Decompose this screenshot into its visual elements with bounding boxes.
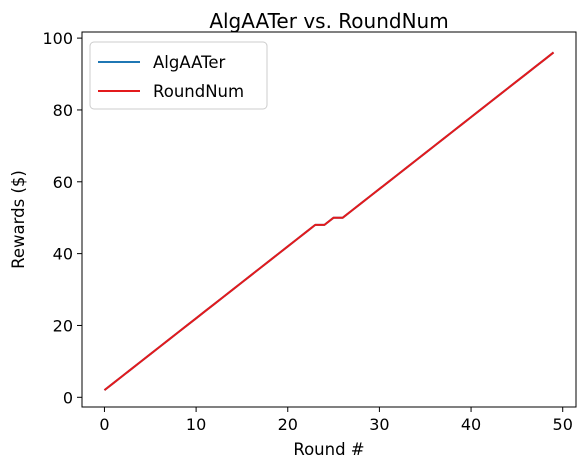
- plot-frame: [81, 31, 577, 408]
- y-tick-label: 80: [53, 101, 73, 120]
- legend-box: [89, 41, 268, 110]
- legend: AlgAATer RoundNum: [89, 41, 268, 110]
- chart-title: AlgAATer vs. RoundNum: [209, 9, 448, 33]
- x-tick-label: 20: [278, 415, 298, 434]
- series-layer: [103, 51, 555, 391]
- y-tick-label: 40: [53, 245, 73, 264]
- x-axis-ticks: 0 10 20 30 40 50: [99, 407, 573, 434]
- y-tick-label: 0: [63, 388, 73, 407]
- y-tick-label: 20: [53, 316, 73, 335]
- x-tick-label: 50: [553, 415, 573, 434]
- x-tick-label: 40: [461, 415, 481, 434]
- legend-label-algaater: AlgAATer: [153, 53, 226, 72]
- y-axis-label: Rewards ($): [9, 170, 28, 269]
- y-tick-label: 60: [53, 173, 73, 192]
- x-tick-label: 0: [99, 415, 109, 434]
- legend-label-roundnum: RoundNum: [153, 82, 244, 101]
- x-tick-label: 30: [369, 415, 389, 434]
- y-axis-ticks: 0 20 40 60 80 100: [42, 29, 82, 407]
- x-axis-label: Round #: [293, 440, 364, 459]
- y-tick-label: 100: [42, 29, 73, 48]
- series-line-roundnum: [103, 51, 555, 391]
- x-tick-label: 10: [186, 415, 206, 434]
